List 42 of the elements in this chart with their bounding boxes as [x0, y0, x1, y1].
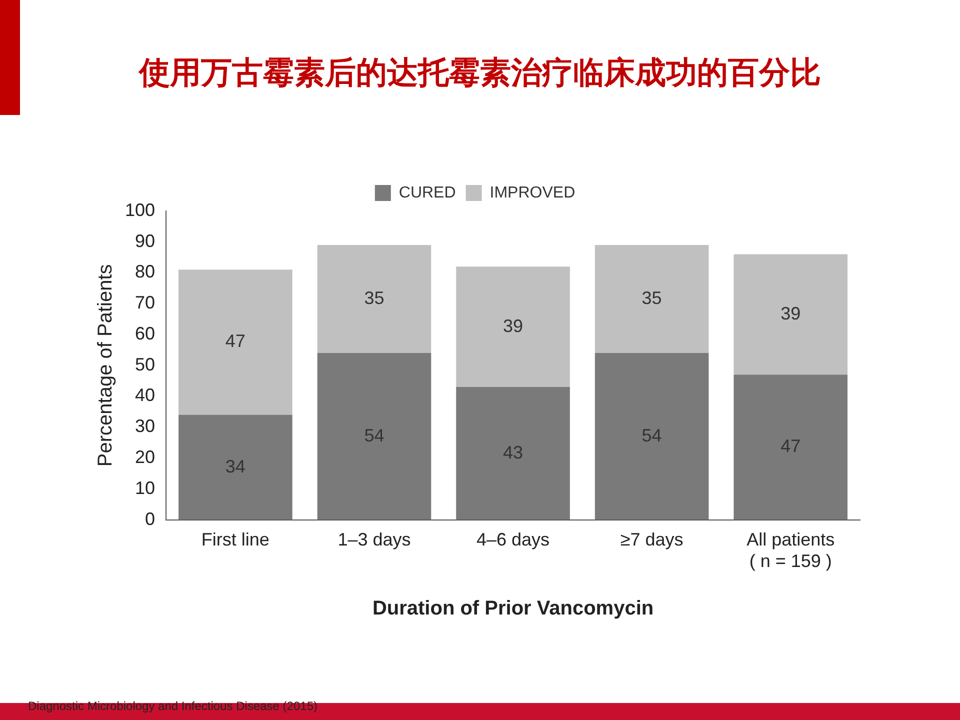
bar	[317, 353, 432, 520]
bar	[594, 353, 709, 520]
data-label: 54	[642, 425, 662, 446]
y-tick-label: 70	[135, 292, 156, 313]
data-label: 35	[642, 288, 662, 308]
bar	[734, 254, 848, 375]
data-label: 39	[780, 303, 801, 324]
y-tick-label: 90	[135, 230, 156, 251]
y-axis-title: Percentage of Patients	[94, 264, 117, 467]
data-label: 34	[225, 456, 246, 476]
y-tick-label: 20	[135, 447, 156, 468]
bar	[456, 387, 570, 520]
data-label: 39	[503, 316, 524, 336]
y-tick-label: 60	[135, 323, 156, 344]
x-tick-label: First line	[201, 530, 270, 550]
y-tick-label: 10	[135, 478, 156, 498]
x-axis-title: Duration of Prior Vancomycin	[372, 598, 654, 620]
data-label: 54	[364, 425, 384, 446]
y-tick-label: 0	[145, 508, 156, 529]
legend-label: IMPROVED	[490, 184, 576, 202]
text: Diagnostic Microbiology and Infectious Disease (2015)	[28, 699, 318, 713]
x-tick-label: 1–3 days	[338, 530, 411, 550]
chart-title: 使用万古霉素后的达托霉素治疗临床成功的百分比	[137, 54, 822, 93]
legend-label: CURED	[398, 184, 456, 202]
y-tick-label: 30	[135, 416, 156, 436]
y-tick-label: 50	[135, 354, 156, 374]
bar	[178, 414, 292, 520]
data-label: 35	[364, 288, 384, 308]
x-tick-label: ≥7 days	[620, 530, 684, 550]
bar	[594, 244, 709, 354]
y-tick-label: 100	[124, 200, 156, 220]
y-tick-label: 80	[135, 262, 156, 282]
data-label: 47	[780, 436, 801, 456]
bar	[456, 266, 570, 388]
x-tick-label: 4–6 days	[476, 530, 550, 550]
bar	[317, 244, 432, 354]
data-label: 43	[503, 442, 524, 462]
bar	[178, 270, 292, 415]
bar	[734, 374, 848, 520]
y-tick-label: 40	[135, 385, 156, 406]
data-label: 47	[225, 331, 246, 352]
x-tick-label: All patients ( n = 159 )	[746, 530, 835, 572]
